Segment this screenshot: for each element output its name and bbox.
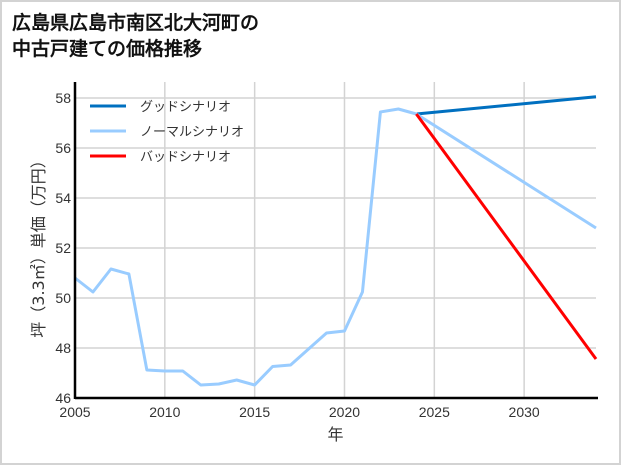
y-tick-label: 52 [55, 240, 71, 256]
x-axis-label: 年 [327, 425, 343, 444]
y-tick-label: 48 [55, 340, 71, 356]
x-tick-label: 2020 [329, 404, 360, 420]
y-axis-label: 坪（3.3㎡）単価（万円） [29, 152, 48, 337]
series-line-2 [415, 113, 598, 360]
legend-label: ノーマルシナリオ [140, 125, 244, 140]
x-tick-label: 2030 [509, 404, 540, 420]
x-tick-label: 2005 [59, 404, 90, 420]
y-tick-label: 58 [55, 90, 71, 106]
x-tick-label: 2010 [149, 404, 180, 420]
x-tick-label: 2025 [419, 404, 450, 420]
y-tick-label: 46 [55, 390, 71, 406]
series-line-1 [74, 107, 597, 387]
series-line-0 [416, 95, 597, 116]
x-tick-label: 2015 [239, 404, 270, 420]
y-tick-label: 50 [55, 290, 71, 306]
y-tick-label: 56 [55, 140, 71, 156]
y-tick-label: 54 [55, 190, 71, 206]
legend-label: グッドシナリオ [140, 100, 231, 115]
chart-title: 広島県広島市南区北大河町の 中古戸建ての価格推移 [12, 12, 260, 60]
legend-label: バッドシナリオ [140, 150, 231, 165]
